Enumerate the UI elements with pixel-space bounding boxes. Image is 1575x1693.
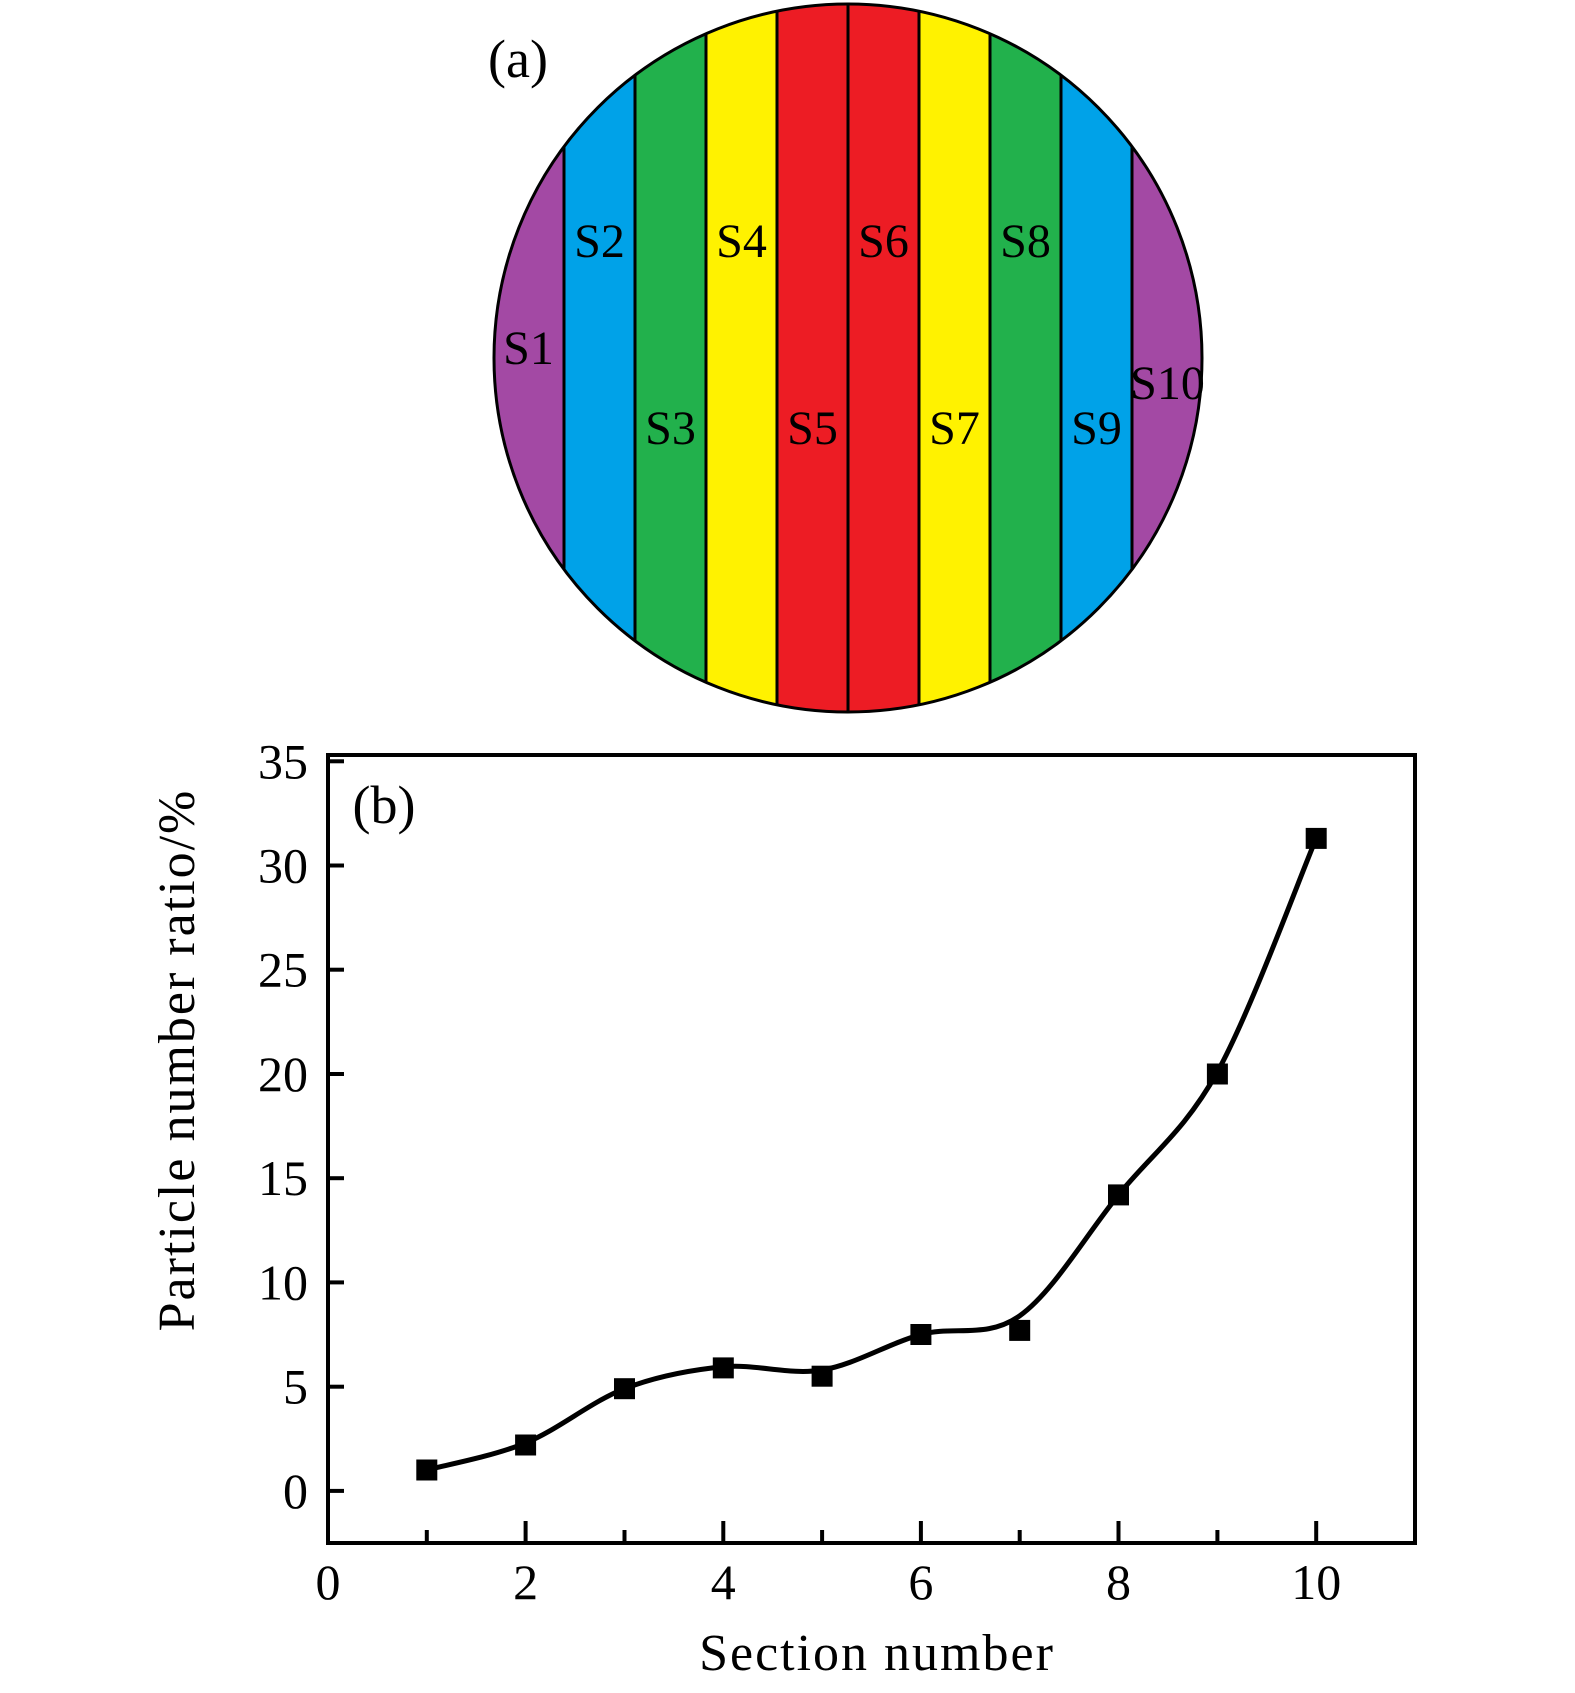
panel-b: 0 5 10 15 20 25 30 35 0 2 4 6 8 10 (b) Section number…	[149, 733, 1417, 1682]
wafer-sections	[495, 5, 1201, 711]
wafer-section-s7	[917, 5, 992, 711]
wafer-section-s5	[775, 5, 850, 711]
panel-a-tag: (a)	[488, 29, 548, 89]
wafer-section-label-s5: S5	[787, 402, 838, 455]
x-tick-label: 10	[1291, 1554, 1341, 1610]
wafer-section-label-s2: S2	[574, 215, 625, 268]
data-point-marker	[416, 1459, 438, 1481]
y-tick-label: 0	[283, 1463, 308, 1519]
wafer-section-s3	[633, 5, 708, 711]
data-curve	[424, 835, 1319, 1473]
x-tick-label: 6	[908, 1554, 933, 1610]
data-point-marker	[1206, 1063, 1228, 1085]
data-point-marker	[614, 1378, 635, 1400]
x-axis-title: Section number	[699, 1625, 1055, 1682]
plot-box	[326, 753, 1417, 1545]
panel-b-tag: (b)	[353, 775, 416, 835]
x-tick-label: 4	[711, 1554, 736, 1610]
data-points	[416, 827, 1327, 1481]
data-point-marker	[811, 1365, 833, 1387]
wafer-section-label-s9: S9	[1071, 402, 1122, 455]
wafer-outline	[492, 2, 1204, 714]
wafer-section-label-s1: S1	[503, 322, 554, 375]
data-point-marker	[1009, 1319, 1031, 1341]
data-point-marker	[515, 1434, 537, 1456]
data-point-marker	[1108, 1184, 1129, 1206]
data-point-marker	[910, 1324, 932, 1345]
x-tick-label: 0	[316, 1554, 341, 1610]
wafer-section-s6	[846, 5, 921, 711]
data-point-marker	[1305, 827, 1327, 849]
y-tick-label: 35	[258, 733, 308, 789]
y-tick-label: 20	[258, 1046, 308, 1102]
y-tick-label: 25	[258, 942, 308, 998]
wafer-section-label-s7: S7	[929, 402, 980, 455]
y-tick-label: 10	[258, 1254, 308, 1310]
axis-tick-labels: 0 5 10 15 20 25 30 35 0 2 4 6 8 10	[258, 733, 1341, 1610]
wafer-section-s2	[562, 5, 637, 711]
wafer-section-s9	[1059, 5, 1134, 711]
wafer-section-s4	[704, 5, 779, 711]
wafer-section-label-s6: S6	[858, 215, 909, 268]
x-tick-label: 2	[513, 1554, 538, 1610]
x-tick-label: 8	[1106, 1554, 1131, 1610]
y-tick-label: 15	[258, 1150, 308, 1206]
wafer-section-label-s8: S8	[1000, 215, 1051, 268]
wafer-section-label-s10: S10	[1130, 357, 1205, 410]
y-axis-title: Particle number ratio/%	[149, 789, 206, 1332]
wafer-section-label-s3: S3	[645, 402, 696, 455]
axis-ticks	[328, 759, 1319, 1543]
wafer-section-label-s4: S4	[716, 215, 767, 268]
data-point-marker	[712, 1357, 734, 1379]
y-tick-label: 5	[283, 1359, 308, 1415]
wafer-section-s8	[988, 5, 1063, 711]
y-tick-label: 30	[258, 838, 308, 894]
